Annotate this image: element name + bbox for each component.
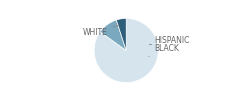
Text: HISPANIC: HISPANIC (149, 36, 190, 45)
Wedge shape (100, 20, 126, 50)
Wedge shape (116, 18, 126, 50)
Text: WHITE: WHITE (83, 25, 119, 37)
Text: BLACK: BLACK (149, 44, 179, 56)
Wedge shape (94, 18, 158, 83)
